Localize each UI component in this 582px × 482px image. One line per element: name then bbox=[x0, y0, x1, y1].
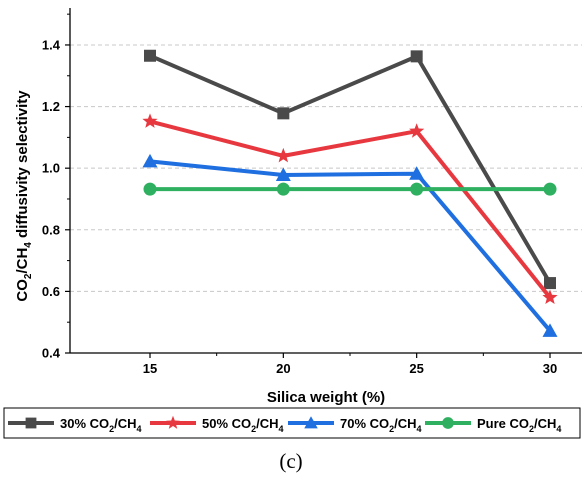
legend-label-part: /CH bbox=[394, 416, 416, 431]
legend-label-part: 50% CO bbox=[202, 416, 251, 431]
star-marker bbox=[142, 113, 158, 128]
y-tick-label: 1.2 bbox=[42, 99, 60, 114]
star-marker bbox=[275, 147, 291, 163]
series-circle bbox=[143, 182, 557, 196]
legend-label: 30% CO2/CH4 bbox=[60, 416, 142, 434]
circle-marker bbox=[276, 182, 290, 196]
triangle-marker bbox=[142, 153, 158, 168]
legend-label-sub: 4 bbox=[137, 424, 142, 434]
star-marker bbox=[542, 289, 558, 305]
square-marker bbox=[144, 49, 156, 62]
legend: 30% CO2/CH4 50% CO2/CH4 70% CO2/CH4 Pure CO… bbox=[3, 407, 581, 439]
x-tick-label: 25 bbox=[409, 361, 423, 376]
y-axis-title: CO2/CH4 diffusivity selectivity bbox=[14, 90, 34, 302]
y-axis-title-part: CO bbox=[14, 279, 31, 302]
triangle-marker bbox=[542, 323, 558, 337]
legend-label-part: /CH bbox=[114, 416, 136, 431]
y-tick-label: 0.6 bbox=[42, 284, 60, 299]
series-square bbox=[144, 49, 556, 290]
legend-box bbox=[3, 407, 581, 439]
legend-item: 30% CO2/CH4 bbox=[8, 416, 142, 434]
y-tick-label: 0.8 bbox=[42, 222, 60, 237]
circle-marker bbox=[143, 182, 157, 196]
series-triangle bbox=[142, 153, 558, 337]
circle-marker bbox=[543, 182, 557, 196]
square-marker bbox=[544, 277, 556, 290]
x-tick-label: 30 bbox=[543, 361, 557, 376]
y-axis-title-part: diffusivity selectivity bbox=[14, 90, 31, 242]
triangle-marker bbox=[275, 167, 291, 181]
legend-label-part: /CH bbox=[534, 416, 556, 431]
legend-item: Pure CO2/CH4 bbox=[425, 416, 561, 434]
series-star bbox=[142, 113, 558, 305]
legend-label-part: 70% CO bbox=[340, 416, 389, 431]
figure-caption: (c) bbox=[279, 449, 302, 473]
x-axis-ticks: 15 20 25 30 bbox=[143, 353, 557, 376]
y-axis-title-sub: 2 bbox=[23, 273, 34, 279]
y-tick-label: 1.4 bbox=[42, 37, 61, 52]
data-series bbox=[142, 49, 558, 337]
legend-label: Pure CO2/CH4 bbox=[477, 416, 561, 434]
legend-label-sub: 4 bbox=[417, 424, 422, 434]
legend-item: 70% CO2/CH4 bbox=[288, 416, 422, 434]
y-axis-ticks: 0.4 0.6 0.8 1.0 1.2 1.4 bbox=[42, 13, 70, 361]
series-line bbox=[149, 53, 552, 285]
legend-item: 50% CO2/CH4 bbox=[150, 415, 284, 434]
square-marker bbox=[410, 50, 423, 63]
legend-label-sub: 4 bbox=[279, 424, 284, 434]
legend-label-sub: 4 bbox=[556, 424, 561, 434]
legend-label-part: 30% CO bbox=[60, 416, 109, 431]
x-tick-label: 20 bbox=[276, 361, 290, 376]
circle-marker bbox=[442, 417, 454, 429]
legend-label: 50% CO2/CH4 bbox=[202, 416, 284, 434]
triangle-marker bbox=[304, 416, 318, 429]
triangle-marker bbox=[409, 166, 425, 180]
y-axis-title-sub: 4 bbox=[23, 242, 34, 248]
circle-marker bbox=[410, 182, 424, 196]
y-axis-title-part: /CH bbox=[14, 248, 31, 274]
grid-lines bbox=[70, 44, 582, 292]
y-tick-label: 1.0 bbox=[42, 161, 60, 176]
legend-label-sub: 2 bbox=[529, 424, 534, 434]
legend-label-sub: 2 bbox=[251, 424, 256, 434]
legend-label-part: Pure CO bbox=[477, 416, 529, 431]
legend-label: 70% CO2/CH4 bbox=[340, 416, 422, 434]
x-tick-label: 15 bbox=[143, 361, 157, 376]
square-marker bbox=[25, 417, 37, 429]
legend-label-part: /CH bbox=[256, 416, 278, 431]
star-marker bbox=[409, 123, 425, 138]
y-tick-label: 0.4 bbox=[42, 346, 61, 361]
legend-label-sub: 2 bbox=[389, 424, 394, 434]
legend-label-sub: 2 bbox=[109, 424, 114, 434]
series-line bbox=[149, 159, 552, 333]
square-marker bbox=[277, 107, 290, 120]
axes bbox=[69, 8, 582, 354]
x-axis-title: Silica weight (%) bbox=[267, 389, 385, 406]
star-marker bbox=[166, 415, 180, 429]
series-line bbox=[149, 119, 552, 299]
